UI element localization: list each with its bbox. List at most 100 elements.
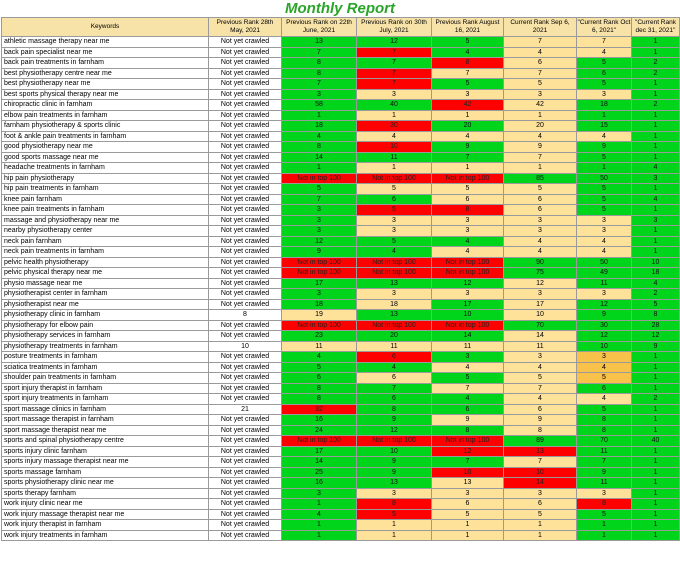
rank-cell-may: Not yet crawled bbox=[208, 46, 282, 58]
keyword-cell: knee pain treatments in farnham bbox=[1, 204, 209, 216]
rank-cell-july: 18 bbox=[356, 298, 432, 310]
rank-cell-july: 30 bbox=[356, 120, 432, 132]
rank-cell-june: 3 bbox=[281, 88, 357, 100]
rank-cell-dec: 4 bbox=[631, 162, 680, 174]
rank-cell-dec: 1 bbox=[631, 445, 680, 457]
rank-cell-sep: 90 bbox=[503, 256, 577, 268]
keyword-cell: work injury treatments in farnham bbox=[1, 529, 209, 541]
table-row: hip pain physiotherapy Not yet crawled Not… bbox=[1, 172, 680, 184]
keyword-cell: sports and spinal physiotherapy centre bbox=[1, 435, 209, 447]
table-row: sports injury massage therapist near me N… bbox=[1, 456, 680, 468]
rank-cell-august: 8 bbox=[431, 204, 504, 216]
table-row: physio massage near me Not yet crawled 17 1… bbox=[1, 277, 680, 289]
rank-cell-june: 14 bbox=[281, 456, 357, 468]
keyword-cell: headache treatments in farnham bbox=[1, 162, 209, 174]
rank-cell-june: 18 bbox=[281, 120, 357, 132]
rank-cell-june: 32 bbox=[281, 403, 357, 415]
table-row: pelvic health physiotherapy Not yet crawl… bbox=[1, 256, 680, 268]
rank-cell-dec: 1 bbox=[631, 477, 680, 489]
table-row: knee pain farnham Not yet crawled 7 6 6 6 5 4 bbox=[1, 193, 680, 205]
keyword-cell: work injury therapist in farnham bbox=[1, 519, 209, 531]
rank-cell-june: 1 bbox=[281, 498, 357, 510]
rank-cell-dec: 1 bbox=[631, 141, 680, 153]
rank-cell-july: Not in top 100 bbox=[356, 267, 432, 279]
rank-cell-dec: 1 bbox=[631, 183, 680, 195]
rank-cell-dec: 2 bbox=[631, 288, 680, 300]
table-row: chiropractic clinic in farnham Not yet cr… bbox=[1, 99, 680, 111]
rank-cell-may: 8 bbox=[208, 309, 282, 321]
rank-cell-may: Not yet crawled bbox=[208, 445, 282, 457]
rank-cell-july: 9 bbox=[356, 456, 432, 468]
rank-cell-sep: 14 bbox=[503, 330, 577, 342]
rank-cell-sep: 4 bbox=[503, 393, 577, 405]
keyword-cell: massage and physiotherapy near me bbox=[1, 214, 209, 226]
rank-cell-dec: 4 bbox=[631, 277, 680, 289]
rank-cell-dec: 3 bbox=[631, 172, 680, 184]
keyword-cell: back pain specialist near me bbox=[1, 46, 209, 58]
rank-cell-may: Not yet crawled bbox=[208, 477, 282, 489]
table-row: sports and spinal physiotherapy centre No… bbox=[1, 435, 680, 447]
header-rank-august: Previous Rank August 16, 2021 bbox=[431, 17, 504, 37]
rank-cell-sep: 7 bbox=[503, 151, 577, 163]
rank-cell-may: Not yet crawled bbox=[208, 382, 282, 394]
rank-cell-sep: 4 bbox=[503, 235, 577, 247]
rank-cell-may: Not yet crawled bbox=[208, 36, 282, 48]
keyword-cell: work injury clinic near me bbox=[1, 498, 209, 510]
table-row: back pain specialist near me Not yet craw… bbox=[1, 46, 680, 58]
table-row: sport injury treatments in farnham Not ye… bbox=[1, 393, 680, 405]
rank-cell-june: 3 bbox=[281, 487, 357, 499]
rank-cell-oct: 12 bbox=[576, 298, 632, 310]
rank-cell-oct: 4 bbox=[576, 246, 632, 258]
table-row: pelvic physical therapy near me Not yet c… bbox=[1, 267, 680, 279]
rank-cell-august: 5 bbox=[431, 183, 504, 195]
rank-cell-july: 3 bbox=[356, 214, 432, 226]
rank-cell-sep: 3 bbox=[503, 351, 577, 363]
keyword-cell: work injury massage therapist near me bbox=[1, 508, 209, 520]
rank-cell-june: 4 bbox=[281, 508, 357, 520]
rank-cell-dec: 2 bbox=[631, 67, 680, 79]
rank-cell-sep: 6 bbox=[503, 57, 577, 69]
table-row: work injury treatments in farnham Not yet… bbox=[1, 529, 680, 541]
rank-cell-july: 3 bbox=[356, 487, 432, 499]
rank-cell-may: Not yet crawled bbox=[208, 225, 282, 237]
rank-cell-august: 3 bbox=[431, 225, 504, 237]
rank-cell-july: Not in top 100 bbox=[356, 172, 432, 184]
rank-cell-sep: 5 bbox=[503, 508, 577, 520]
rank-cell-oct: 49 bbox=[576, 267, 632, 279]
rank-cell-august: 5 bbox=[431, 78, 504, 90]
rank-cell-august: 11 bbox=[431, 340, 504, 352]
rank-cell-july: 7 bbox=[356, 67, 432, 79]
rank-cell-oct: 15 bbox=[576, 120, 632, 132]
rank-cell-june: 6 bbox=[281, 372, 357, 384]
keyword-cell: physiotherapy services in farnham bbox=[1, 330, 209, 342]
rank-cell-oct: 10 bbox=[576, 340, 632, 352]
table-row: work injury massage therapist near me Not… bbox=[1, 508, 680, 520]
rank-cell-july: 9 bbox=[356, 414, 432, 426]
rank-cell-june: 25 bbox=[281, 466, 357, 478]
rank-cell-sep: 1 bbox=[503, 529, 577, 541]
rank-cell-july: 4 bbox=[356, 361, 432, 373]
header-rank-oct: "Current Rank Oct 6, 2021" bbox=[576, 17, 632, 37]
table-row: physiotherapy treatments in farnham 10 11 1… bbox=[1, 340, 680, 352]
rank-cell-july: 10 bbox=[356, 141, 432, 153]
rank-cell-oct: 18 bbox=[576, 99, 632, 111]
rank-cell-may: 10 bbox=[208, 340, 282, 352]
table-row: hip pain treatments in farnham Not yet cr… bbox=[1, 183, 680, 195]
rank-cell-dec: 40 bbox=[631, 435, 680, 447]
rank-cell-august: 3 bbox=[431, 214, 504, 226]
rank-cell-june: 19 bbox=[281, 309, 357, 321]
rank-cell-sep: 9 bbox=[503, 414, 577, 426]
header-rank-dec: "Current Rank dec 31, 2021" bbox=[631, 17, 680, 37]
rank-cell-dec: 1 bbox=[631, 204, 680, 216]
rank-cell-may: 21 bbox=[208, 403, 282, 415]
rank-cell-oct: 3 bbox=[576, 214, 632, 226]
rank-cell-may: Not yet crawled bbox=[208, 130, 282, 142]
table-row: neck pain farnham Not yet crawled 12 5 4 4 4 1 bbox=[1, 235, 680, 247]
rank-cell-june: 8 bbox=[281, 57, 357, 69]
rank-cell-oct: 5 bbox=[576, 57, 632, 69]
rank-cell-august: 9 bbox=[431, 414, 504, 426]
rank-cell-june: 13 bbox=[281, 36, 357, 48]
table-row: sport injury therapist in farnham Not yet… bbox=[1, 382, 680, 394]
rank-cell-july: 1 bbox=[356, 162, 432, 174]
rank-cell-june: 16 bbox=[281, 414, 357, 426]
